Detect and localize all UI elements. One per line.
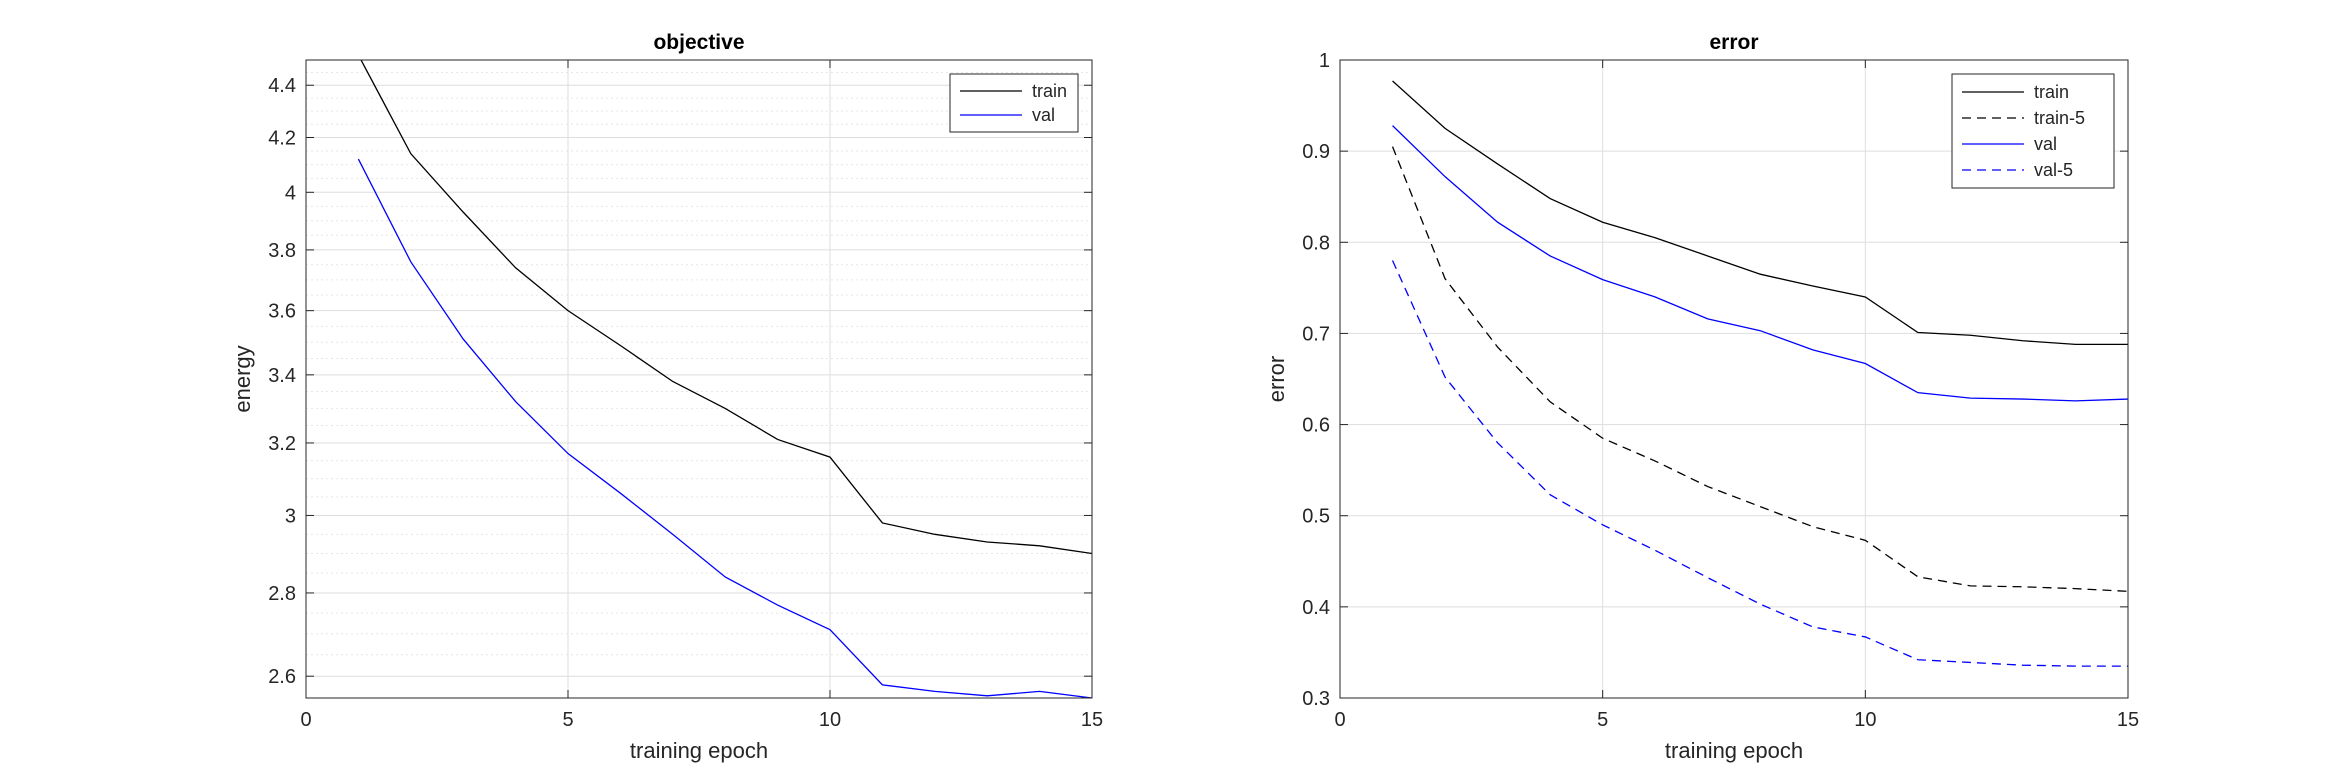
x-tick-label: 15 xyxy=(1081,709,1103,731)
x-axis-label: training epoch xyxy=(1665,738,1803,763)
y-tick-label: 0.9 xyxy=(1302,141,1330,163)
series-line-train-5 xyxy=(1391,146,2128,593)
y-axis-label: error xyxy=(1264,356,1289,402)
legend-label-train: train xyxy=(1032,81,1067,101)
y-tick-label: 3.2 xyxy=(268,433,296,455)
legend-label-val: val xyxy=(2034,134,2057,154)
y-axis-label: energy xyxy=(230,345,255,412)
y-tick-label: 0.7 xyxy=(1302,323,1330,345)
legend: train val xyxy=(949,73,1079,133)
y-tick-label: 4.4 xyxy=(268,75,296,97)
series-group xyxy=(1391,80,2128,667)
y-tick-label: 3.8 xyxy=(268,240,296,262)
y-tick-label: 4 xyxy=(285,182,296,204)
y-tick-label: 0.4 xyxy=(1302,597,1330,619)
x-tick-label: 5 xyxy=(562,709,573,731)
y-tick-label: 2.8 xyxy=(268,583,296,605)
x-tick-label: 15 xyxy=(2117,709,2139,731)
legend-box xyxy=(1951,73,2115,189)
y-tick-label: 0.3 xyxy=(1302,688,1330,710)
chart-title: objective xyxy=(653,31,744,54)
plot-area xyxy=(306,60,1092,698)
series-line-val xyxy=(357,158,1092,698)
y-tick-label: 2.6 xyxy=(268,666,296,688)
y-tick-label: 0.5 xyxy=(1302,506,1330,528)
y-tick-label: 0.8 xyxy=(1302,232,1330,254)
x-tick-label: 10 xyxy=(1854,709,1876,731)
x-tick-label: 0 xyxy=(300,709,311,731)
axes-box xyxy=(305,59,1093,699)
y-tick-label: 3.4 xyxy=(268,365,296,387)
y-tick-label: 4.2 xyxy=(268,127,296,149)
y-tick-label: 3 xyxy=(285,505,296,527)
series-line-val xyxy=(1392,125,2128,402)
y-tick-label: 0.6 xyxy=(1302,415,1330,437)
series-line-train xyxy=(360,60,1092,555)
x-axis-label: training epoch xyxy=(630,738,768,763)
x-tick-label: 10 xyxy=(819,709,841,731)
y-tick-label: 3.6 xyxy=(268,301,296,323)
series-group xyxy=(357,60,1092,698)
x-tick-label: 0 xyxy=(1334,709,1345,731)
error-chart: 0 5 10 15 0.3 0.4 0.5 0.6 0.7 0.8 0.9 1 error trainin… xyxy=(1264,31,2139,763)
axes-box xyxy=(1339,59,2129,699)
legend-label-val-5: val-5 xyxy=(2034,160,2073,180)
chart-title: error xyxy=(1709,31,1758,54)
legend-box xyxy=(949,73,1079,133)
legend-label-train: train xyxy=(2034,82,2069,102)
y-tick-label: 1 xyxy=(1319,50,1330,72)
legend-label-train-5: train-5 xyxy=(2034,108,2085,128)
legend-label-val: val xyxy=(1032,105,1055,125)
series-line-train xyxy=(1392,80,2128,346)
x-tick-label: 5 xyxy=(1597,709,1608,731)
legend: train train-5 val val-5 xyxy=(1951,73,2115,189)
objective-chart: 0 5 10 15 2.6 2.8 3 3.2 3.4 3.6 3.8 4 4.2 4.4 objectiv… xyxy=(230,31,1103,763)
